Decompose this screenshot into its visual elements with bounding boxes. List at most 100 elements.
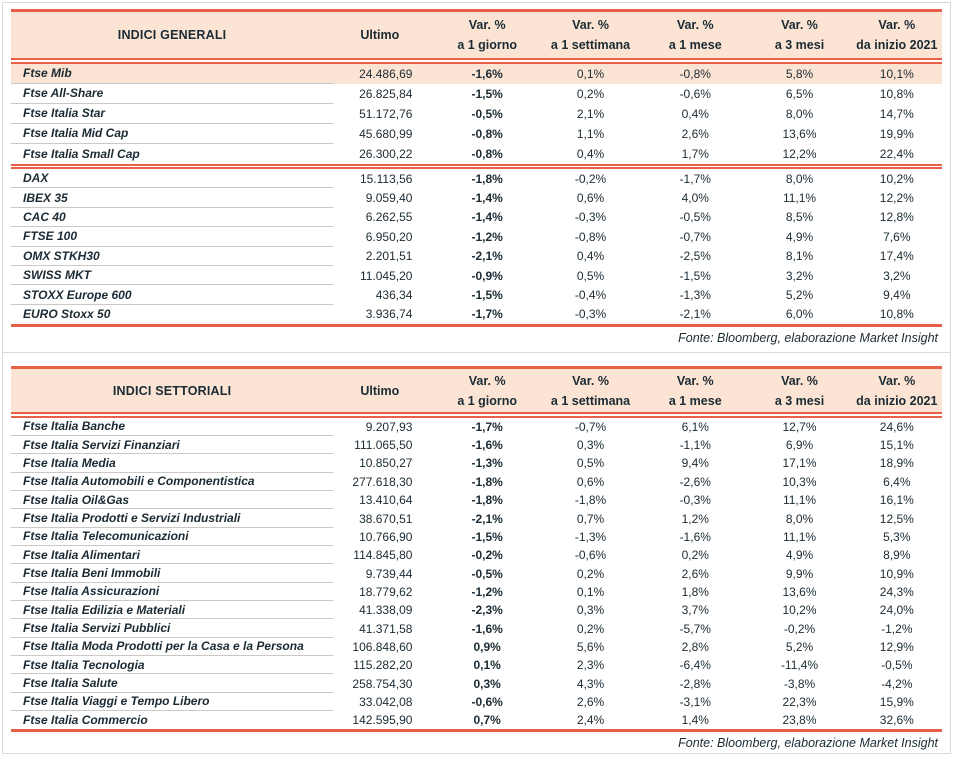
index-name: Ftse Mib <box>11 64 334 84</box>
table-title: INDICI GENERALI <box>117 28 227 42</box>
var-1-mese-value: -0,5% <box>679 210 711 225</box>
var-inizio-2021-value: 16,1% <box>879 493 914 508</box>
column-header-var-1-mese: Var. % a 1 mese <box>643 18 747 52</box>
ultimo-value: 9.207,93 <box>365 419 413 434</box>
var-label: Var. % <box>468 373 506 388</box>
var-1-giorno-value: 0,9% <box>473 639 501 654</box>
var-1-giorno-value: -1,8% <box>471 474 503 489</box>
table-top-rule <box>11 366 942 370</box>
table-bottom-rule <box>11 729 942 733</box>
table-header-row: INDICI SETTORIALI Ultimo Var. % a 1 gior… <box>11 369 942 413</box>
var-label: Var. % <box>572 18 609 32</box>
index-name: OMX STKH30 <box>11 247 334 266</box>
ultimo-value: 115.282,20 <box>353 658 413 673</box>
var-1-mese-value: 2,8% <box>681 639 709 654</box>
index-name: Ftse Italia Commercio <box>23 713 148 728</box>
table-title: INDICI SETTORIALI <box>112 383 232 398</box>
var-3-mesi-value: 8,0% <box>785 171 814 186</box>
index-name: STOXX Europe 600 <box>11 285 334 305</box>
table-row: Ftse Italia Assicurazioni 18.779,62 -1,2… <box>11 583 942 602</box>
ultimo-value: 33.042,08 <box>359 694 413 709</box>
var-1-settimana-value: 0,4% <box>576 146 605 161</box>
var-3-mesi-value: 8,0% <box>785 106 814 121</box>
table-top-rule <box>11 9 942 12</box>
ultimo-value: 436,34 <box>375 288 413 303</box>
period-label: a 1 giorno <box>457 393 518 408</box>
var-1-mese-value: 6,1% <box>681 419 709 434</box>
var-3-mesi-value: 12,2% <box>782 146 817 161</box>
var-3-mesi-value: 4,9% <box>785 229 814 244</box>
var-1-settimana-value: 0,4% <box>576 249 605 264</box>
ultimo-value: 26.300,22 <box>359 146 413 161</box>
index-name: Ftse Italia Servizi Pubblici <box>11 619 334 638</box>
var-3-mesi-value: 10,3% <box>782 474 817 489</box>
table-row: OMX STKH30 2.201,51 -2,1% 0,4% -2,5% 8,1… <box>11 247 942 266</box>
var-inizio-2021-value: 9,4% <box>883 288 911 303</box>
table-row: Ftse Italia Prodotti e Servizi Industria… <box>11 509 942 528</box>
var-3-mesi-value: 6,0% <box>785 307 814 322</box>
var-1-giorno-value: 0,1% <box>473 658 501 673</box>
var-inizio-2021-value: 10,9% <box>879 566 914 581</box>
var-1-settimana-value: 0,2% <box>576 566 605 581</box>
var-label: Var. % <box>878 18 916 32</box>
var-1-mese-value: -6,4% <box>679 658 711 673</box>
ultimo-value: 15.113,56 <box>359 171 413 186</box>
var-3-mesi-value: 13,6% <box>782 126 817 141</box>
ultimo-value: 9.059,40 <box>365 191 413 206</box>
var-1-settimana-value: 0,1% <box>576 584 605 599</box>
ultimo-value: 41.338,09 <box>359 603 413 618</box>
var-1-settimana-value: 0,5% <box>576 268 605 283</box>
period-label: a 1 mese <box>668 38 722 52</box>
var-3-mesi-value: 5,8% <box>785 66 814 81</box>
column-header-var-1-settimana: Var. % a 1 settimana <box>538 374 643 408</box>
var-inizio-2021-value: 32,6% <box>879 713 914 728</box>
var-1-settimana-value: 0,2% <box>576 86 605 101</box>
var-1-settimana-value: 2,6% <box>576 694 605 709</box>
table-bottom-rule <box>11 324 942 328</box>
var-1-giorno-value: -1,8% <box>471 171 503 186</box>
index-name: Ftse Italia Beni Immobili <box>11 564 334 583</box>
ultimo-value: 6.262,55 <box>365 210 413 225</box>
ultimo-value: 3.936,74 <box>365 307 413 322</box>
var-1-giorno-value: -1,2% <box>471 584 503 599</box>
var-1-settimana-value: -1,3% <box>574 529 607 544</box>
var-label: Var. % <box>676 18 714 32</box>
index-name: FTSE 100 <box>11 227 334 247</box>
group-double-rule <box>11 163 942 169</box>
var-1-settimana-value: 0,3% <box>576 438 605 453</box>
var-1-settimana-value: -0,3% <box>574 210 607 225</box>
var-inizio-2021-value: 19,9% <box>879 126 914 141</box>
var-3-mesi-value: 6,9% <box>785 438 814 453</box>
var-3-mesi-value: 17,1% <box>782 456 817 471</box>
var-1-mese-value: 2,6% <box>681 566 709 581</box>
var-1-giorno-value: -1,6% <box>471 438 503 453</box>
var-3-mesi-value: 11,1% <box>782 191 817 206</box>
international-indices-group: DAX 15.113,56 -1,8% -0,2% -1,7% 8,0% 10,… <box>11 169 942 324</box>
table-row: Ftse Italia Beni Immobili 9.739,44 -0,5%… <box>11 564 942 583</box>
ultimo-value: 45.680,99 <box>359 126 413 141</box>
var-1-giorno-value: -1,7% <box>471 307 503 322</box>
var-inizio-2021-value: 5,3% <box>883 529 911 544</box>
var-1-settimana-value: -0,3% <box>574 307 607 322</box>
var-1-mese-value: -3,1% <box>679 694 711 709</box>
period-label: a 3 mesi <box>774 38 825 52</box>
var-1-giorno-value: -2,3% <box>471 603 503 618</box>
var-inizio-2021-value: 12,9% <box>879 639 914 654</box>
index-name: Ftse Italia Alimentari <box>11 546 334 565</box>
column-header-var-inizio-2021: Var. % da inizio 2021 <box>852 18 942 52</box>
var-inizio-2021-value: 24,6% <box>879 419 914 434</box>
var-1-mese-value: -2,1% <box>679 307 711 322</box>
var-inizio-2021-value: -4,2% <box>881 676 913 691</box>
ultimo-value: 142.595,90 <box>352 713 413 728</box>
var-3-mesi-value: 8,1% <box>785 249 814 264</box>
header-double-rule <box>11 58 942 64</box>
var-inizio-2021-value: 7,6% <box>883 229 911 244</box>
ultimo-value: 106.848,60 <box>352 639 413 654</box>
var-1-mese-value: -0,3% <box>679 493 711 508</box>
ultimo-value: 13.410,64 <box>359 493 413 508</box>
var-inizio-2021-value: 24,0% <box>879 603 914 618</box>
index-name: Ftse Italia Salute <box>11 674 334 693</box>
var-label: Var. % <box>781 18 818 32</box>
var-1-mese-value: -2,6% <box>679 474 711 489</box>
var-inizio-2021-value: 14,7% <box>879 106 914 121</box>
